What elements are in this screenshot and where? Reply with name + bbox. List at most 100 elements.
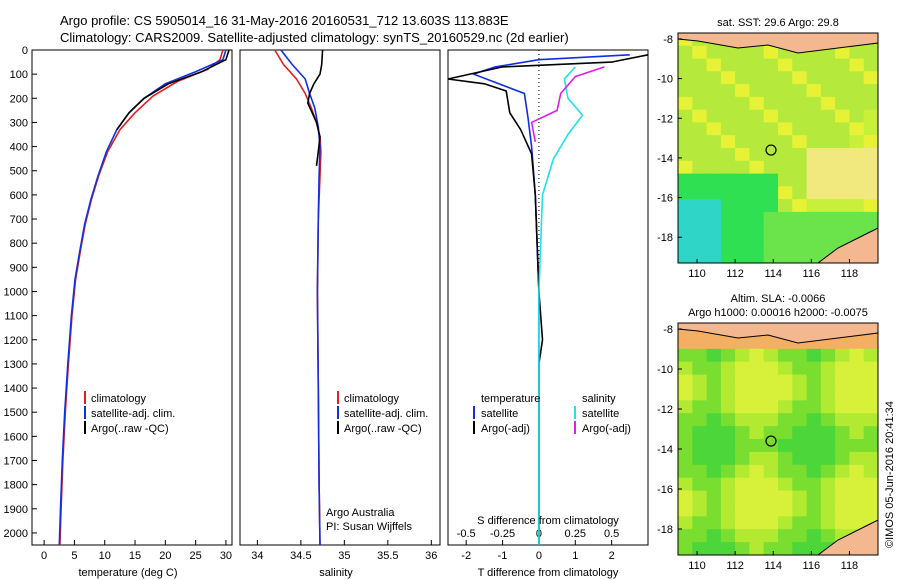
map-cell xyxy=(778,173,793,187)
map-xtick-label: 110 xyxy=(688,268,706,280)
map-cell xyxy=(820,529,836,543)
map-cell xyxy=(792,413,808,427)
map-cell xyxy=(692,477,708,492)
argo-location-marker xyxy=(765,435,777,447)
map-cell xyxy=(849,135,865,149)
map-cell xyxy=(706,211,722,226)
map-cell xyxy=(763,335,779,350)
map-cell xyxy=(763,387,779,401)
map-cell xyxy=(678,211,693,226)
map-cell xyxy=(820,84,836,98)
map-cell xyxy=(763,211,779,226)
depth-tick-label: 1600 xyxy=(4,431,28,443)
map-cell xyxy=(720,45,736,60)
map-cell xyxy=(720,439,736,453)
map-ytick-label: -10 xyxy=(657,364,673,376)
map-ytick-label: -16 xyxy=(657,193,673,205)
map-cell xyxy=(763,237,779,251)
map-cell xyxy=(849,71,865,85)
map-cell xyxy=(720,135,736,149)
salinity-series-argo xyxy=(306,49,324,166)
map-cell xyxy=(692,45,708,60)
map-cell xyxy=(863,199,879,213)
map-xtick-label: 112 xyxy=(726,268,744,280)
depth-tick-label: 2000 xyxy=(4,528,28,540)
map-cell xyxy=(792,503,808,517)
map-cell xyxy=(792,250,808,264)
map-cell xyxy=(806,503,822,517)
map-cell xyxy=(792,348,808,363)
map-cell xyxy=(863,122,879,136)
map-cell xyxy=(835,84,850,98)
map-cell xyxy=(692,211,708,226)
map-cell xyxy=(835,490,850,504)
map-cell xyxy=(835,173,850,187)
map-cell xyxy=(735,503,750,517)
dleg-salinity: salinity xyxy=(582,393,616,405)
map-cell xyxy=(863,186,879,200)
map-cell xyxy=(678,224,693,238)
depth-tick-label: 1400 xyxy=(4,383,28,395)
map-cell xyxy=(778,250,793,264)
map-cell xyxy=(863,439,879,453)
sla-map-title: Altim. SLA: -0.0066 xyxy=(731,293,826,305)
map-cell xyxy=(820,464,836,479)
map-cell xyxy=(678,84,693,98)
map-cell xyxy=(763,135,779,149)
map-cell xyxy=(806,237,822,251)
map-cell xyxy=(763,477,779,492)
map-cell xyxy=(820,148,836,162)
map-cell xyxy=(835,96,850,111)
difference-legend: temperature satellite Argo(-adj) salinit… xyxy=(473,393,631,435)
map-cell xyxy=(849,224,865,238)
map-cell xyxy=(863,71,879,85)
map-cell xyxy=(720,464,736,479)
map-cell xyxy=(806,439,822,453)
map-cell xyxy=(735,451,750,466)
map-cell xyxy=(763,250,779,264)
map-cell xyxy=(863,211,879,226)
map-cell xyxy=(749,45,765,60)
temperature-xtick-label: 10 xyxy=(99,550,111,562)
map-cell xyxy=(820,374,836,388)
dleg-s-argo: Argo(-adj) xyxy=(582,423,631,435)
map-xtick-label: 118 xyxy=(841,268,859,280)
map-xtick-label: 116 xyxy=(803,560,821,572)
map-cell xyxy=(806,250,822,264)
map-cell xyxy=(806,96,822,111)
map-cell xyxy=(806,84,822,98)
map-cell xyxy=(735,426,750,440)
salinity-panel: 34 34.5 35 35.5 36 salinity climatology sate… xyxy=(239,49,441,579)
map-cell xyxy=(720,224,736,238)
salinity-xtick-label: 35 xyxy=(338,550,350,562)
map-cell xyxy=(678,160,693,175)
map-cell xyxy=(820,160,836,175)
map-cell xyxy=(763,490,779,504)
map-cell xyxy=(720,71,736,85)
map-cell xyxy=(692,348,708,363)
difference-stick-label: 0.25 xyxy=(565,528,586,540)
map-cell xyxy=(792,148,808,162)
map-cell xyxy=(735,413,750,427)
map-cell xyxy=(835,348,850,363)
map-cell xyxy=(720,173,736,187)
map-cell xyxy=(835,400,850,414)
map-cell xyxy=(692,400,708,414)
map-cell xyxy=(678,96,693,111)
sal-legend-satellite: satellite-adj. clim. xyxy=(344,408,428,420)
map-cell xyxy=(763,224,779,238)
map-frame xyxy=(677,322,879,556)
map-cell xyxy=(863,400,879,414)
salinity-xtick-label: 36 xyxy=(425,550,437,562)
map-cell xyxy=(806,224,822,238)
map-cell xyxy=(849,148,865,162)
depth-tick-label: 0 xyxy=(22,45,28,57)
depth-tick-label: 100 xyxy=(10,69,28,81)
map-cell xyxy=(863,503,879,517)
map-cell xyxy=(863,45,879,60)
map-cell xyxy=(706,490,722,504)
map-cell xyxy=(720,84,736,98)
map-cell xyxy=(720,186,736,200)
map-cell xyxy=(820,211,836,226)
